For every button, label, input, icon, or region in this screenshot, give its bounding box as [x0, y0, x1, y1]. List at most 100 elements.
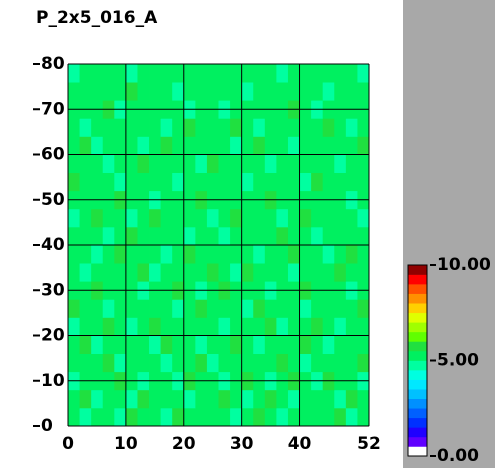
heat-cell — [91, 226, 104, 246]
heat-cell — [218, 317, 231, 336]
heat-cell — [322, 226, 335, 246]
heat-cell — [299, 245, 312, 264]
colorbar-band — [408, 417, 427, 428]
heat-cell — [218, 154, 231, 173]
heat-cell — [206, 263, 219, 282]
heat-cell — [114, 245, 127, 264]
heat-cell — [68, 226, 80, 246]
heat-cell — [311, 317, 324, 336]
heat-cell — [299, 172, 312, 192]
heat-cell — [172, 389, 185, 409]
y-tick-label: 10 — [41, 371, 65, 391]
heat-cell — [230, 245, 243, 264]
heat-cell — [299, 118, 312, 137]
heat-cell — [264, 172, 277, 192]
heat-cell — [183, 64, 196, 83]
heat-cell — [322, 64, 335, 83]
heat-cell — [334, 136, 347, 155]
heat-cell — [287, 263, 300, 282]
heat-cell — [149, 263, 162, 282]
heat-cell — [195, 136, 208, 155]
heat-cell — [241, 64, 254, 83]
heat-cell — [137, 389, 150, 409]
heat-cell — [125, 335, 138, 354]
heat-cell — [230, 154, 243, 173]
colorbar-band — [408, 408, 427, 419]
heat-cell — [206, 64, 219, 83]
heat-cell — [287, 64, 300, 83]
heat-cell — [102, 208, 115, 228]
heat-cell — [357, 154, 370, 173]
heat-cell — [253, 407, 266, 427]
heat-cell — [195, 353, 208, 373]
heat-cell — [287, 136, 300, 155]
heat-cell — [79, 389, 92, 409]
heat-cell — [322, 389, 335, 409]
heat-cell — [311, 64, 324, 83]
y-tick-label: 0 — [41, 416, 53, 436]
heat-cell — [264, 407, 277, 427]
heat-cell — [195, 317, 208, 336]
heat-cell — [345, 226, 358, 246]
heat-cell — [230, 335, 243, 354]
heat-cell — [322, 118, 335, 137]
heat-cell — [114, 353, 127, 373]
heat-cell — [195, 245, 208, 264]
heat-cell — [253, 353, 266, 373]
heat-cell — [114, 389, 127, 409]
heat-cell — [195, 208, 208, 228]
colorbar-tick-label: 10.00 — [437, 255, 491, 275]
heat-cell — [357, 245, 370, 264]
heat-cell — [172, 208, 185, 228]
heat-cell — [183, 353, 196, 373]
heat-cell — [79, 208, 92, 228]
heat-cell — [357, 407, 370, 427]
heat-cell — [79, 263, 92, 282]
heat-cell — [125, 172, 138, 192]
heat-cell — [230, 64, 243, 83]
heat-cell — [68, 118, 80, 137]
heat-cell — [253, 226, 266, 246]
x-tick-label: 52 — [357, 434, 381, 454]
heat-cell — [218, 263, 231, 282]
heat-cell — [299, 389, 312, 409]
heat-cell — [311, 208, 324, 228]
heat-cell — [345, 82, 358, 101]
heat-cell — [68, 263, 80, 282]
heat-cell — [322, 407, 335, 427]
heat-cell — [160, 172, 173, 192]
heat-cell — [287, 407, 300, 427]
colorbar-band — [408, 341, 427, 352]
colorbar-tick-label: 5.00 — [437, 351, 479, 371]
colorbar-band — [408, 293, 427, 304]
heat-cell — [160, 136, 173, 155]
heat-cell — [68, 64, 80, 83]
heat-cell — [241, 82, 254, 101]
heat-cell — [334, 263, 347, 282]
heat-cell — [311, 172, 324, 192]
x-tick-label: 30 — [230, 434, 254, 454]
heat-cell — [160, 245, 173, 264]
heat-cell — [114, 299, 127, 318]
heat-cell — [334, 172, 347, 192]
heat-cell — [68, 172, 80, 192]
heat-cell — [149, 154, 162, 173]
heat-cell — [149, 172, 162, 192]
heat-cell — [183, 226, 196, 246]
y-tick-label: 40 — [41, 235, 65, 255]
heat-cell — [218, 299, 231, 318]
heat-cell — [114, 118, 127, 137]
heat-cell — [79, 136, 92, 155]
heat-cell — [91, 263, 104, 282]
heat-cell — [195, 154, 208, 173]
heat-cell — [345, 335, 358, 354]
heat-cell — [183, 118, 196, 137]
heat-cell — [322, 82, 335, 101]
heat-cell — [334, 335, 347, 354]
colorbar-band — [408, 427, 427, 438]
heat-cell — [230, 407, 243, 427]
heat-cell — [91, 208, 104, 228]
heat-cell — [264, 226, 277, 246]
heat-cell — [287, 389, 300, 409]
heat-cell — [206, 335, 219, 354]
